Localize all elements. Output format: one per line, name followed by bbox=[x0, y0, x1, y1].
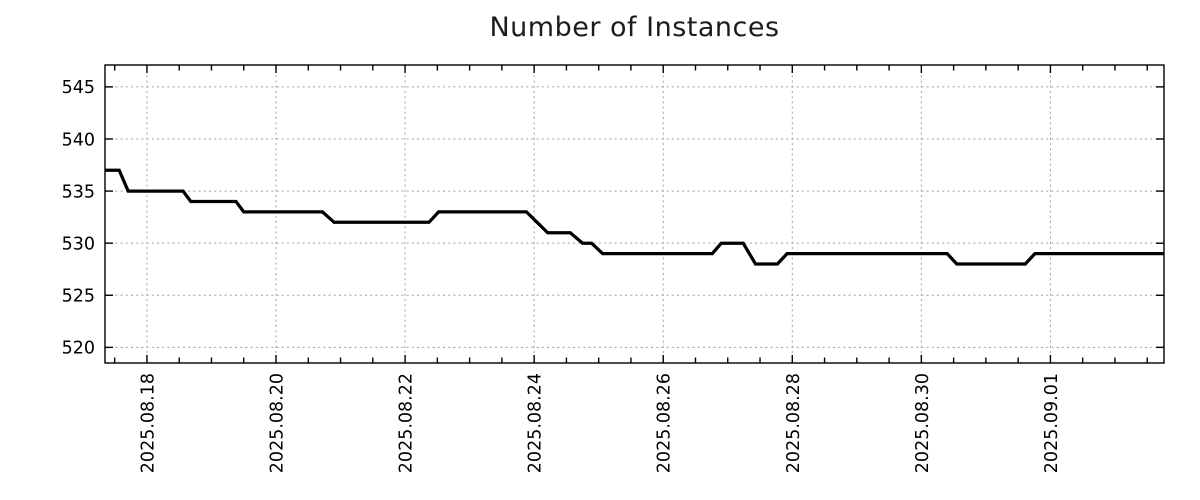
x-tick-label: 2025.09.01 bbox=[1042, 373, 1062, 473]
y-tick-label: 545 bbox=[62, 78, 95, 98]
axis-ticks bbox=[105, 65, 1164, 363]
x-tick-label: 2025.08.30 bbox=[913, 373, 933, 473]
y-axis-labels: 520 525 530 535 540 545 bbox=[62, 78, 95, 358]
y-tick-label: 530 bbox=[62, 234, 95, 254]
instances-line-series bbox=[105, 168, 1164, 266]
grid-lines bbox=[105, 65, 1164, 363]
x-axis-labels: 2025.08.18 2025.08.20 2025.08.22 2025.08.24… bbox=[138, 373, 1061, 473]
x-tick-label: 2025.08.18 bbox=[138, 373, 158, 473]
y-tick-label: 535 bbox=[62, 182, 95, 202]
x-tick-label: 2025.08.26 bbox=[655, 373, 675, 473]
plot-border bbox=[104, 64, 1165, 364]
chart-title: Number of Instances bbox=[489, 12, 780, 43]
x-tick-label: 2025.08.28 bbox=[784, 373, 804, 473]
y-tick-label: 520 bbox=[62, 339, 95, 359]
x-tick-label: 2025.08.20 bbox=[268, 373, 288, 473]
y-tick-label: 525 bbox=[62, 287, 95, 307]
x-tick-label: 2025.08.22 bbox=[397, 373, 417, 473]
x-tick-label: 2025.08.24 bbox=[526, 373, 546, 473]
y-tick-label: 540 bbox=[62, 130, 95, 150]
